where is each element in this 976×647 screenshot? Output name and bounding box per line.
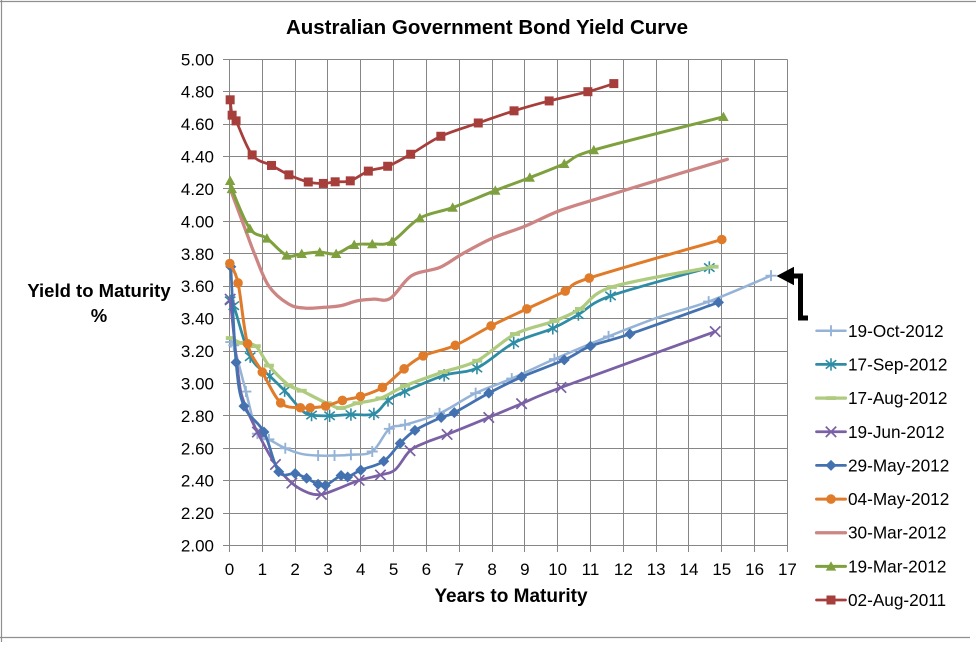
svg-text:02-Aug-2011: 02-Aug-2011 [848, 590, 946, 610]
svg-text:16: 16 [745, 560, 764, 579]
svg-text:3.00: 3.00 [181, 374, 214, 393]
svg-text:8: 8 [487, 560, 496, 579]
svg-text:4.80: 4.80 [181, 83, 214, 102]
svg-text:10: 10 [548, 560, 567, 579]
svg-text:2: 2 [290, 560, 299, 579]
svg-text:2.40: 2.40 [181, 472, 214, 491]
svg-text:17-Sep-2012: 17-Sep-2012 [848, 354, 947, 374]
svg-text:4.20: 4.20 [181, 180, 214, 199]
svg-text:4.40: 4.40 [181, 148, 214, 167]
svg-text:14: 14 [680, 560, 699, 579]
svg-text:19-Mar-2012: 19-Mar-2012 [848, 556, 946, 576]
svg-text:4.60: 4.60 [181, 115, 214, 134]
svg-text:3.60: 3.60 [181, 277, 214, 296]
svg-text:2.20: 2.20 [181, 504, 214, 523]
svg-text:17-Aug-2012: 17-Aug-2012 [848, 388, 947, 408]
svg-text:Years to Maturity: Years to Maturity [434, 586, 588, 607]
svg-text:Australian Government Bond Yie: Australian Government Bond Yield Curve [286, 16, 688, 39]
svg-text:17: 17 [778, 560, 797, 579]
svg-text:13: 13 [647, 560, 666, 579]
svg-text:15: 15 [712, 560, 731, 579]
svg-text:3: 3 [323, 560, 332, 579]
svg-text:2.80: 2.80 [181, 407, 214, 426]
svg-text:Yield to Maturity: Yield to Maturity [27, 280, 171, 301]
svg-text:3.80: 3.80 [181, 245, 214, 264]
svg-text:4.00: 4.00 [181, 212, 214, 231]
svg-text:7: 7 [454, 560, 463, 579]
svg-text:04-May-2012: 04-May-2012 [848, 489, 949, 509]
svg-text:2.00: 2.00 [181, 537, 214, 556]
svg-text:%: % [91, 305, 107, 326]
svg-text:11: 11 [582, 560, 600, 579]
svg-text:30-Mar-2012: 30-Mar-2012 [848, 523, 946, 543]
svg-text:3.20: 3.20 [181, 342, 214, 361]
svg-text:5.00: 5.00 [181, 50, 214, 69]
svg-text:6: 6 [422, 560, 431, 579]
svg-text:19-Jun-2012: 19-Jun-2012 [848, 422, 945, 442]
svg-text:5: 5 [389, 560, 398, 579]
svg-text:19-Oct-2012: 19-Oct-2012 [848, 321, 944, 341]
svg-text:0: 0 [225, 560, 234, 579]
svg-text:12: 12 [614, 560, 633, 579]
svg-text:1: 1 [258, 560, 267, 579]
svg-text:3.40: 3.40 [181, 310, 214, 329]
svg-text:2.60: 2.60 [181, 439, 214, 458]
svg-text:9: 9 [520, 560, 529, 579]
svg-text:29-May-2012: 29-May-2012 [848, 455, 949, 475]
svg-text:4: 4 [356, 560, 365, 579]
